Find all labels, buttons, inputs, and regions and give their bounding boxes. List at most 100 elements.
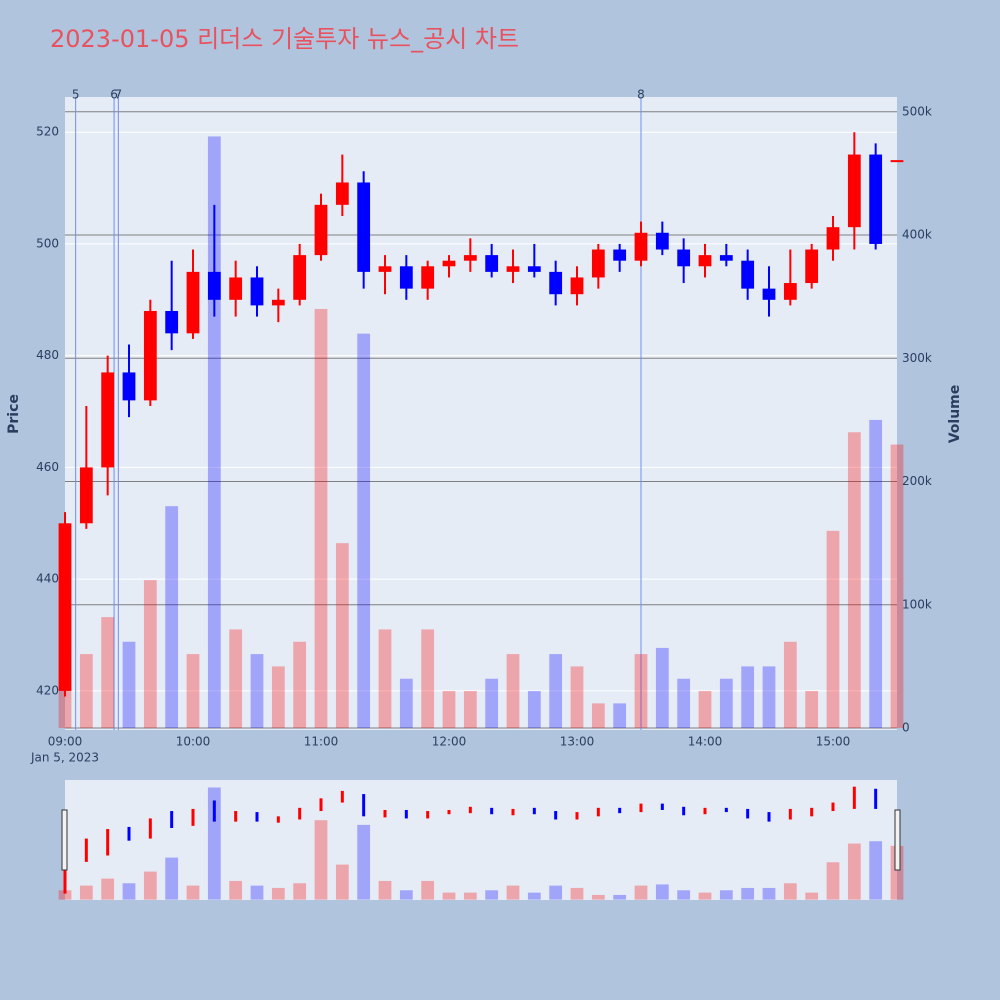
candle-body — [762, 288, 776, 300]
candle-body — [186, 271, 200, 334]
slider-volume-bar — [421, 880, 435, 900]
y-tick-label: 520 — [36, 125, 59, 139]
x-tick-label: 14:00 — [688, 735, 723, 749]
slider-volume-bar — [271, 887, 285, 900]
slider-volume-bar — [378, 880, 392, 900]
volume-bar — [719, 678, 733, 729]
slider-volume-bar — [549, 885, 563, 900]
candle-body — [805, 249, 819, 284]
candle-body — [229, 277, 243, 300]
slider-volume-bar — [847, 843, 861, 900]
slider-handle-left[interactable] — [61, 809, 68, 871]
plot-area — [65, 97, 897, 730]
x-date-label: Jan 5, 2023 — [30, 751, 99, 765]
candle-body — [570, 277, 584, 295]
chart-title: 2023-01-05 리더스 기술투자 뉴스_공시 차트 — [50, 25, 519, 53]
range-slider[interactable] — [65, 780, 897, 900]
volume-bar — [271, 666, 285, 729]
candle-body — [463, 255, 477, 261]
y2-tick-label: 200k — [902, 474, 932, 488]
candle-body — [613, 249, 627, 261]
candle-body — [719, 255, 733, 261]
y-tick-label: 480 — [36, 348, 59, 362]
volume-bar — [143, 580, 157, 729]
candle-body — [783, 283, 797, 300]
candle-body — [826, 227, 840, 250]
news-label: 7 — [115, 88, 123, 102]
x-tick-label: 10:00 — [176, 735, 211, 749]
slider-handle-right[interactable] — [894, 809, 901, 871]
candle-body — [421, 266, 435, 289]
x-tick-label: 11:00 — [304, 735, 339, 749]
volume-bar — [314, 308, 328, 729]
news-label: 5 — [72, 88, 80, 102]
volume-bar — [655, 647, 669, 729]
slider-volume-bar — [506, 885, 520, 900]
volume-bar — [165, 506, 179, 729]
y-tick-label: 420 — [36, 683, 59, 697]
y-tick-label: 440 — [36, 572, 59, 586]
candle-body — [698, 255, 712, 267]
slider-volume-bar — [207, 787, 221, 900]
x-tick-label: 12:00 — [432, 735, 467, 749]
x-tick-label: 15:00 — [816, 735, 851, 749]
slider-volume-bar — [485, 890, 499, 900]
x-tick-label: 09:00 — [48, 735, 83, 749]
volume-bar — [570, 666, 584, 729]
slider-volume-bar — [335, 864, 349, 900]
volume-bar — [122, 641, 136, 729]
slider-volume-bar — [698, 892, 712, 900]
slider-volume-bar — [591, 894, 605, 900]
volume-bar — [485, 678, 499, 729]
volume-bar — [79, 654, 93, 729]
slider-volume-bar — [634, 885, 648, 900]
volume-bar — [890, 444, 904, 729]
volume-bar — [805, 691, 819, 729]
candle-body — [442, 260, 456, 267]
candle-body — [143, 310, 157, 401]
candle-body — [847, 154, 861, 228]
slider-volume-bar — [527, 892, 541, 900]
candle-body — [165, 310, 179, 334]
slider-volume-bar — [719, 890, 733, 900]
candle-body — [293, 255, 307, 300]
slider-volume-bar — [314, 820, 328, 900]
slider-volume-bar — [122, 883, 136, 900]
volume-bar — [783, 641, 797, 729]
volume-bar — [527, 691, 541, 729]
candle-body — [314, 204, 328, 256]
x-tick-label: 13:00 — [560, 735, 595, 749]
y2-tick-label: 300k — [902, 351, 932, 365]
volume-bar — [335, 543, 349, 729]
candle-body — [549, 271, 563, 295]
volume-bar — [506, 654, 520, 729]
slider-volume-bar — [463, 892, 477, 900]
volume-bar — [421, 629, 435, 729]
news-label: 6 — [110, 88, 118, 102]
candle-body — [506, 266, 520, 272]
y2-tick-label: 400k — [902, 228, 932, 242]
news-label: 8 — [637, 88, 645, 102]
volume-bar — [762, 666, 776, 729]
volume-bar — [741, 666, 755, 729]
volume-bar — [869, 419, 883, 729]
candle-body — [527, 266, 541, 272]
y2-tick-label: 0 — [902, 721, 910, 735]
volume-bar — [634, 654, 648, 729]
y2-tick-label: 500k — [902, 104, 932, 118]
volume-bar — [442, 691, 456, 729]
candle-body — [741, 260, 755, 289]
slider-volume-bar — [293, 883, 307, 900]
candle-body — [869, 154, 883, 244]
candle-body — [357, 182, 371, 272]
candle-body — [335, 182, 349, 205]
candle-body — [207, 271, 221, 300]
candle-body — [677, 249, 691, 267]
y2-tick-label: 100k — [902, 597, 932, 611]
slider-volume-bar — [101, 878, 115, 900]
volume-bar — [463, 691, 477, 729]
volume-bar — [549, 654, 563, 729]
candle-body — [122, 372, 136, 401]
candle-body — [591, 249, 605, 278]
